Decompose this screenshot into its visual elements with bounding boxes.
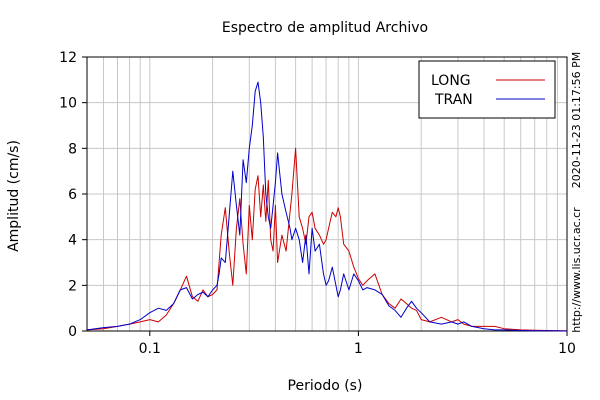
legend-label-long: LONG [431, 73, 471, 89]
x-axis-label: Periodo (s) [288, 378, 363, 394]
x-axis-ticks: 0.1 1 10 [139, 331, 576, 357]
source-url-annotation: http://www.lis.ucr.ac.cr [570, 207, 583, 333]
x-tick-label: 0.1 [139, 341, 161, 357]
y-tick-label: 2 [68, 278, 77, 294]
y-axis-label: Amplitud (cm/s) [6, 140, 22, 252]
legend: LONG TRAN [418, 60, 556, 119]
x-tick-label: 10 [558, 341, 576, 357]
chart-title: Espectro de amplitud Archivo [222, 20, 428, 36]
timestamp-annotation: 2020-11-23 01:17:56 PM [570, 52, 583, 188]
x-tick-label: 1 [354, 341, 363, 357]
y-axis-ticks: 0 2 4 6 8 10 12 [59, 50, 87, 340]
series-lines [86, 81, 568, 332]
series-line-tran [86, 81, 568, 332]
y-tick-label: 4 [68, 233, 77, 249]
legend-box [418, 60, 556, 119]
chart-grid [86, 56, 567, 332]
y-tick-label: 8 [68, 141, 77, 157]
y-tick-label: 12 [59, 50, 77, 66]
legend-label-tran: TRAN [434, 92, 473, 108]
y-tick-label: 0 [68, 324, 77, 340]
y-tick-label: 10 [59, 96, 77, 112]
y-tick-label: 6 [68, 187, 77, 203]
